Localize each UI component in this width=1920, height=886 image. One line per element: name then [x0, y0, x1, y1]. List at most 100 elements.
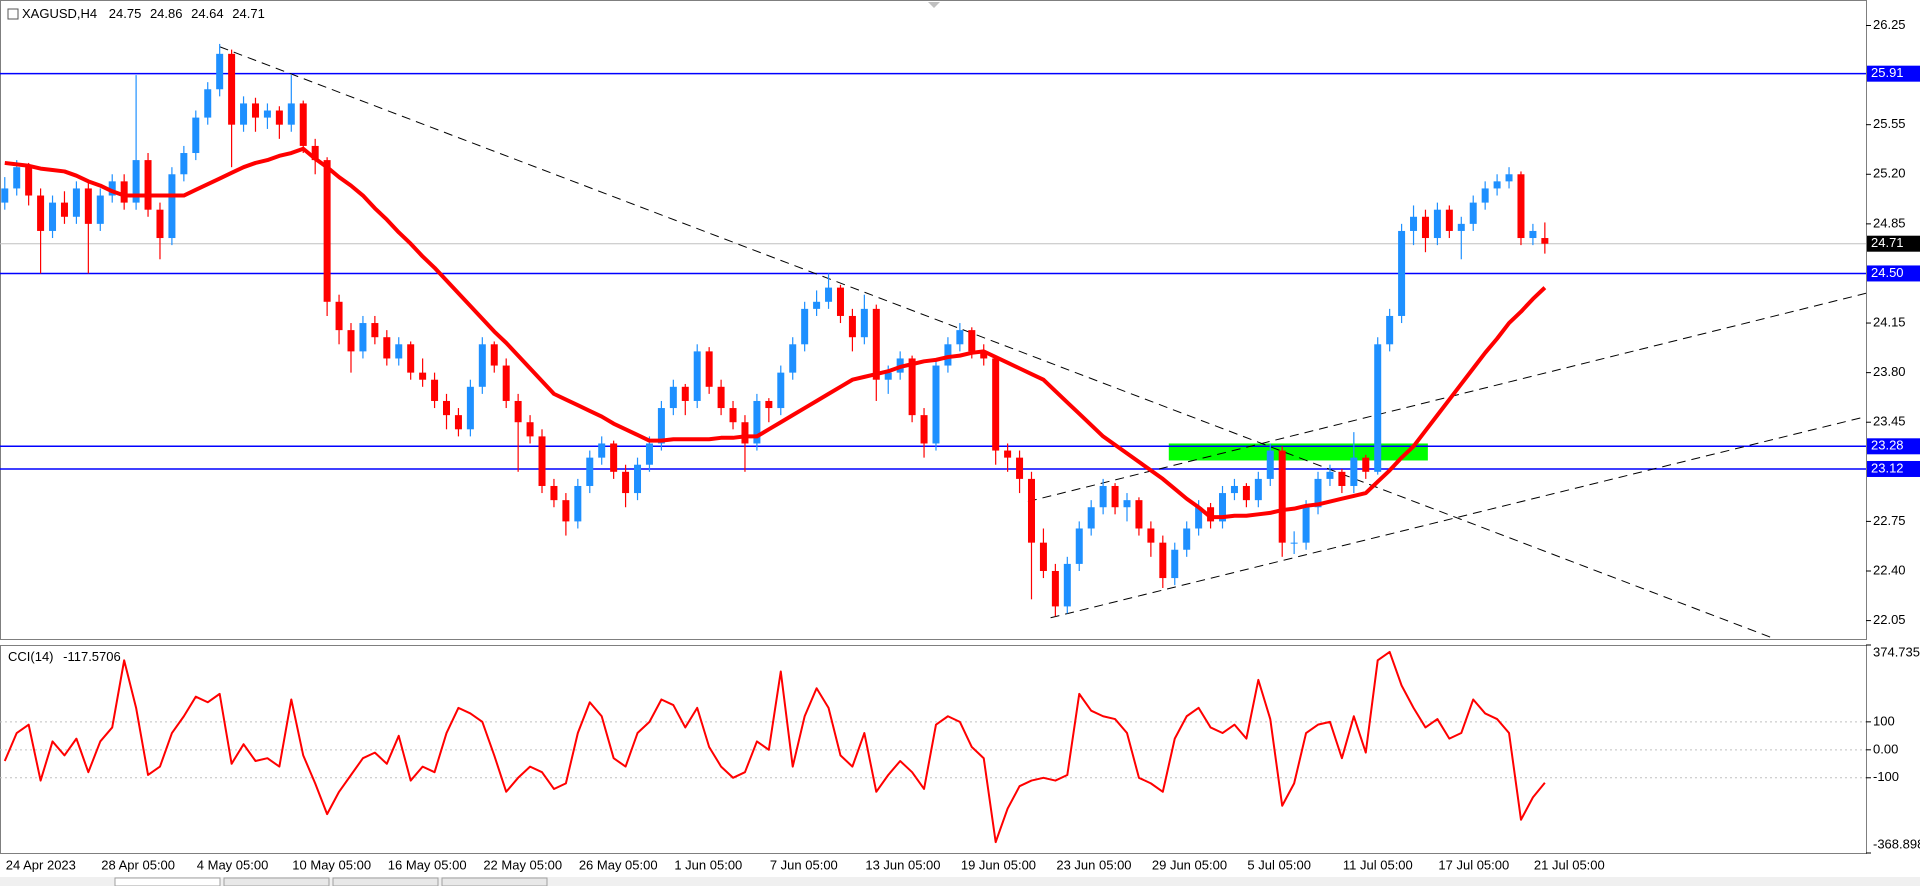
tab[interactable]	[332, 877, 439, 886]
x-tick-label: 26 May 05:00	[579, 857, 658, 872]
low-value: 24.64	[191, 6, 224, 21]
tab[interactable]	[223, 877, 330, 886]
candle-body	[454, 415, 462, 430]
tab-bar-background	[0, 877, 1920, 886]
chart-title: XAGUSD,H4	[22, 6, 97, 21]
candle-body	[1171, 549, 1179, 579]
candle-body	[383, 337, 391, 359]
candle-body	[1027, 478, 1035, 543]
candle-body	[1505, 174, 1513, 182]
tab[interactable]	[441, 877, 548, 886]
candle-body	[1302, 507, 1310, 543]
x-tick-label: 24 Apr 2023	[6, 857, 76, 872]
candle-body	[1039, 542, 1047, 571]
candle-body	[681, 386, 689, 401]
tab[interactable]	[114, 877, 221, 886]
candle-body	[1254, 478, 1262, 501]
candle-body	[156, 209, 164, 239]
candle-body	[1326, 471, 1334, 479]
candle-body	[884, 372, 892, 380]
y-tick-label: 26.25	[1873, 17, 1906, 32]
candle-body	[1219, 493, 1227, 522]
candle-body	[502, 365, 510, 401]
candle-body	[1290, 542, 1298, 544]
open-value: 24.75	[109, 6, 142, 21]
x-tick-label: 17 Jul 05:00	[1438, 857, 1509, 872]
candle-body	[813, 301, 821, 309]
level-label-box	[1867, 460, 1920, 477]
candle-body	[526, 422, 534, 437]
chart-header: XAGUSD,H4 24.75 24.86 24.64 24.71	[22, 6, 265, 21]
trendline	[219, 46, 1776, 639]
candle-body	[323, 160, 331, 302]
candle-body	[968, 330, 976, 352]
candle-body	[562, 500, 570, 522]
candle-body	[669, 386, 677, 409]
candle-body	[132, 160, 140, 203]
candle-body	[120, 181, 128, 203]
candle-body	[932, 365, 940, 444]
x-tick-label: 29 Jun 05:00	[1152, 857, 1227, 872]
candle-body	[1374, 344, 1382, 472]
x-tick-label: 19 Jun 05:00	[961, 857, 1036, 872]
candle-body	[1004, 450, 1012, 458]
candle-body	[872, 308, 880, 380]
current-price-box	[1867, 235, 1920, 252]
candle-body	[801, 308, 809, 345]
x-tick-label: 1 Jun 05:00	[674, 857, 742, 872]
cci-header: CCI(14) -117.5706	[8, 649, 121, 664]
candle-body	[204, 89, 212, 118]
candle-body	[1016, 457, 1024, 479]
candle-body	[1493, 181, 1501, 189]
candle-body	[1529, 230, 1537, 239]
candle-body	[1266, 450, 1274, 479]
candle-body	[60, 202, 68, 217]
y-tick-label: 25.55	[1873, 116, 1906, 131]
candle-body	[299, 103, 307, 146]
level-label: 25.91	[1871, 65, 1904, 80]
candle-body	[908, 358, 916, 416]
x-tick-label: 16 May 05:00	[388, 857, 467, 872]
candle-body	[789, 344, 797, 373]
x-tick-label: 5 Jul 05:00	[1247, 857, 1311, 872]
candle-body	[1051, 570, 1059, 607]
candle-body	[622, 471, 630, 494]
candle-body	[1099, 485, 1107, 508]
cci-value: -117.5706	[63, 649, 121, 664]
candle-body	[1362, 457, 1370, 472]
level-label: 24.50	[1871, 265, 1904, 280]
zone	[1168, 443, 1428, 461]
x-tick-label: 4 May 05:00	[197, 857, 269, 872]
cci-plot	[0, 650, 1866, 844]
candle-body	[228, 53, 236, 125]
candle-body	[980, 351, 988, 359]
level-label: 23.12	[1871, 460, 1904, 475]
candle-body	[657, 408, 665, 444]
main-panel-frame	[0, 0, 1867, 640]
candle-body	[49, 202, 57, 231]
candle-body	[836, 287, 844, 316]
candle-body	[311, 145, 319, 161]
candle-body	[1075, 528, 1083, 564]
candle-body	[144, 160, 152, 210]
cci-y-tick-label: 0.00	[1873, 741, 1898, 756]
candle-body	[1, 188, 9, 203]
x-tick-label: 23 Jun 05:00	[1056, 857, 1131, 872]
candle-body	[1135, 500, 1143, 529]
symbol-icon	[7, 8, 19, 20]
price-plot	[0, 43, 1866, 639]
cci-name: CCI(14)	[8, 649, 54, 664]
candle-body	[550, 485, 558, 501]
cci-y-tick-label: -100	[1873, 769, 1899, 784]
y-tick-label: 23.45	[1873, 414, 1906, 429]
candle-body	[466, 386, 474, 430]
candle-body	[84, 188, 92, 224]
candle-body	[777, 372, 785, 409]
candle-body	[96, 195, 104, 224]
candle-body	[717, 386, 725, 409]
trendline	[1027, 292, 1866, 503]
cci-y-tick-label: 100	[1873, 713, 1895, 728]
candle-body	[944, 344, 952, 366]
candle-body	[825, 287, 833, 302]
